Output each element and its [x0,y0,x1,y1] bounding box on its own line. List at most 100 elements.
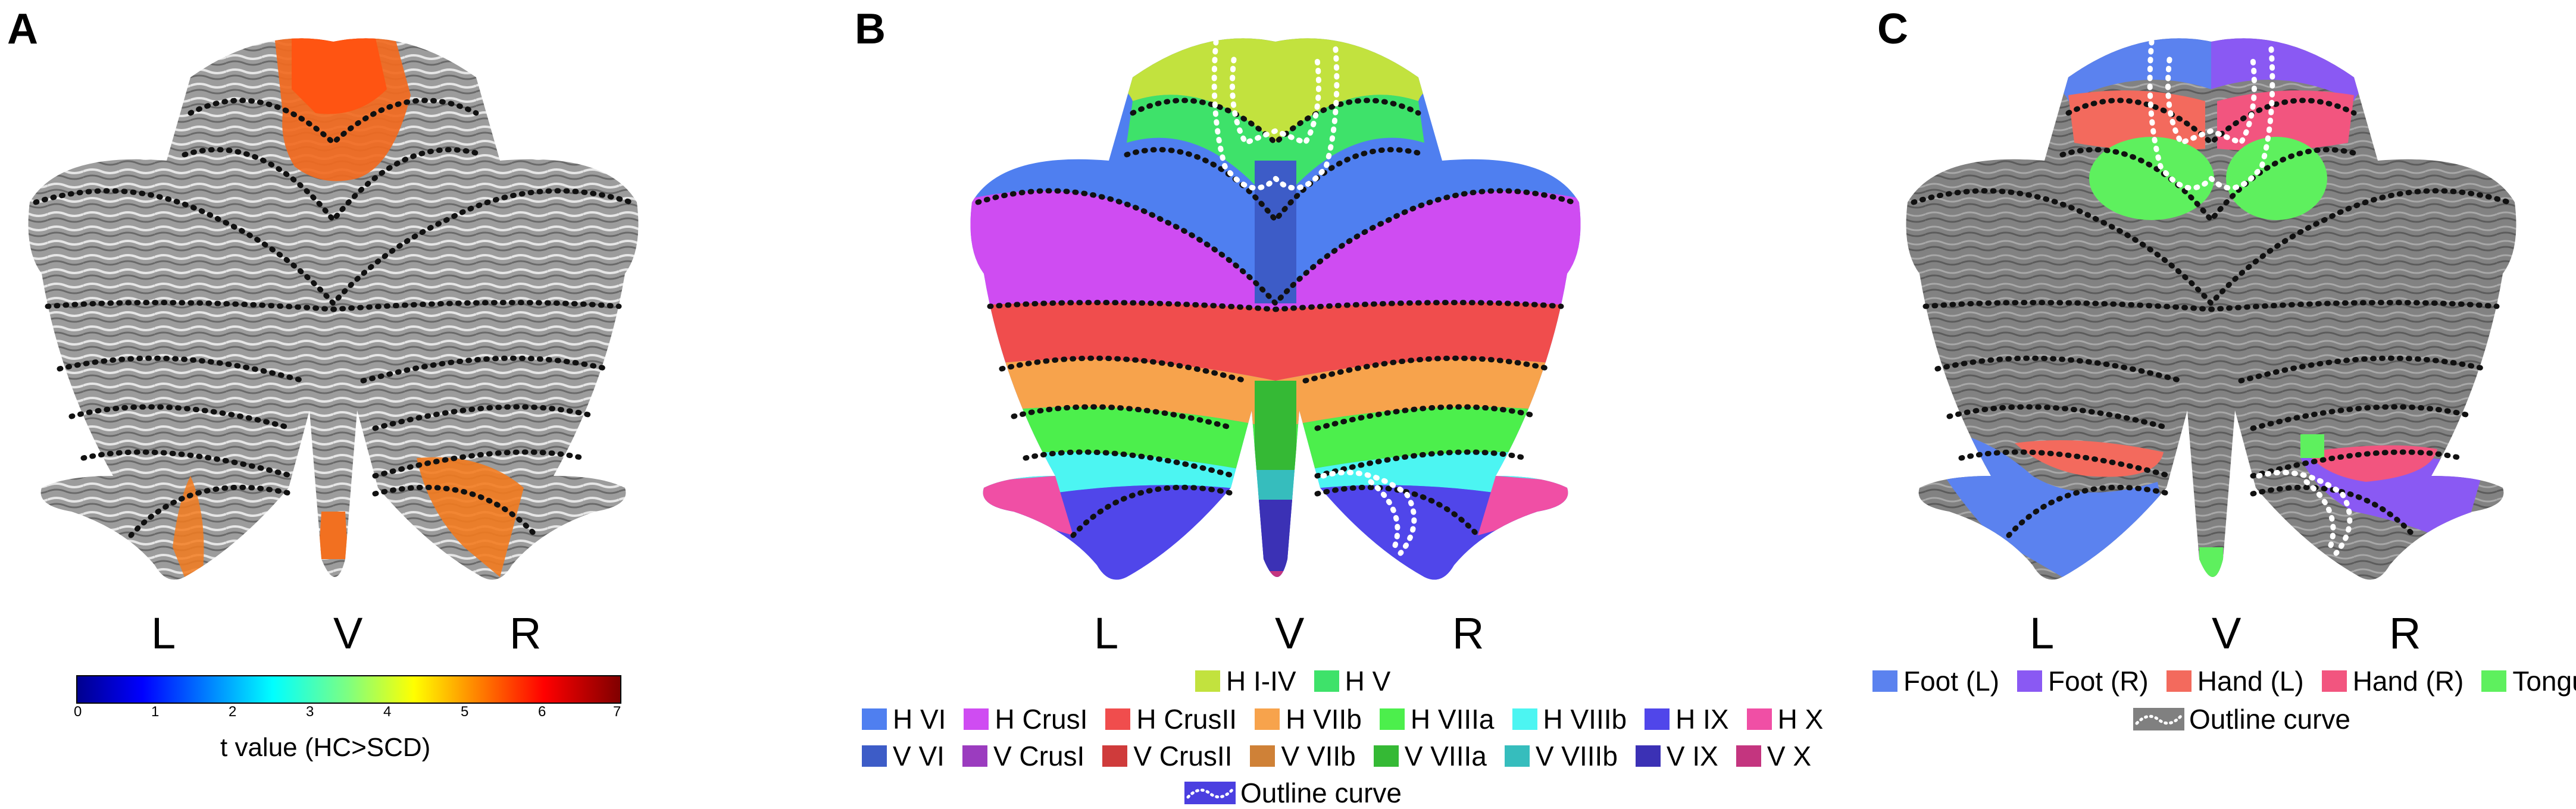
panel-b-flatmap [970,38,1581,580]
swatch-v-viib [1250,745,1276,767]
panel-a-letter: A [7,5,38,53]
panel-c-label-v: V [2212,609,2242,658]
colorbar-tick-6: 6 [538,704,546,720]
legend-label: V IX [1666,741,1718,772]
region-h-crusi [970,190,1581,309]
region-v-viiia [1255,381,1296,470]
legend-b-row2: H VI H CrusI H CrusII H VIIb H VIIIa H V… [862,703,1841,735]
region-h-i-iv [970,38,1581,143]
activation-vermis-core [292,38,387,114]
colorbar-tick-5: 5 [461,704,469,720]
region-foot-r-lower [2300,456,2485,547]
legend-item-h-v: H V [1314,665,1391,697]
legend-item-v-viib: V VIIb [1250,740,1356,772]
legend-label: V CrusII [1133,741,1233,772]
swatch-h-viiib [1512,708,1537,730]
colorbar-tick-0: 0 [74,704,82,720]
swatch-h-v [1314,670,1339,692]
legend-b-row3: V VI V CrusI V CrusII V VIIb V VIIIa V V… [862,740,1829,772]
legend-item-tongue: Tongue [2481,665,2576,697]
legend-item-h-crusi: H CrusI [964,703,1087,735]
legend-item-foot-l: Foot (L) [1872,665,1999,697]
legend-b-row1: H I-IV H V [1195,665,1408,697]
legend-label: V VIIIb [1535,741,1618,772]
legend-label: V X [1767,741,1812,772]
legend-label: V VIIb [1281,741,1356,772]
swatch-h-i-iv [1195,670,1220,692]
legend-item-v-viiia: V VIIIa [1373,740,1487,772]
panel-a-label-l: L [151,609,176,658]
swatch-v-viiia [1373,745,1399,767]
legend-item-h-viiib: H VIIIb [1512,703,1627,735]
colorbar-tick-2: 2 [229,704,237,720]
panel-a-label-r: R [509,609,542,658]
legend-label: Tongue [2512,666,2576,697]
swatch-h-viiia [1379,708,1405,730]
colorbar [76,675,621,704]
legend-item-v-ix: V IX [1635,740,1718,772]
swatch-foot-r [2017,670,2043,692]
legend-item-hand-l: Hand (L) [2166,665,2304,697]
region-h-x-right [1478,476,1573,535]
panel-b-letter: B [855,5,886,53]
swatch-h-crusi [964,708,989,730]
legend-label: H VIIb [1286,704,1362,735]
region-h-crusii [970,302,1581,381]
legend-item-h-vi: H VI [862,703,946,735]
legend-label: H I-IV [1226,666,1296,697]
legend-label: H CrusII [1136,704,1237,735]
swatch-v-crusii [1102,745,1128,767]
activation-left-lower [173,476,204,577]
swatch-hand-l [2166,670,2192,692]
region-v-vi [1255,161,1296,303]
activation-right-lower [417,457,524,577]
legend-label: H IX [1675,704,1729,735]
legend-item-h-crusii: H CrusII [1105,703,1237,735]
panel-c-flatmap [1906,38,2516,580]
legend-label: H X [1777,704,1824,735]
legend-label: H VIIIb [1543,704,1627,735]
legend-label: Hand (R) [2352,666,2464,697]
region-h-x-left [978,476,1073,535]
colorbar-title: t value (HC>SCD) [220,733,431,762]
legend-item-h-x: H X [1746,703,1824,735]
region-tongue-right [2226,137,2327,220]
legend-c-row1: Foot (L) Foot (R) Hand (L) Hand (R) Tong… [1872,665,2576,697]
region-v-viiib [1255,470,1296,500]
swatch-v-crusi [962,745,987,767]
activation-vermis-bottom [318,512,348,559]
legend-label: Foot (R) [2048,666,2149,697]
panel-c-letter: C [1877,5,1908,53]
legend-item-v-crusi: V CrusI [962,740,1084,772]
swatch-h-ix [1645,708,1670,730]
region-tongue-right-small [2300,434,2324,458]
region-tongue-vermis-bottom [2199,547,2223,580]
legend-label: H VI [893,704,946,735]
legend-label: V CrusI [993,741,1085,772]
swatch-v-viiib [1504,745,1530,767]
legend-item-foot-r: Foot (R) [2017,665,2149,697]
panel-b-label-v: V [1275,609,1305,658]
swatch-h-viib [1255,708,1280,730]
swatch-v-ix [1635,745,1661,767]
swatch-v-x [1736,745,1761,767]
outline-swatch-c [2133,708,2184,730]
panel-b-label-l: L [1094,609,1119,658]
panel-b-label-r: R [1452,609,1484,658]
colorbar-tick-7: 7 [613,704,621,720]
legend-c-outline: Outline curve [2133,703,2350,735]
panel-a-label-v: V [333,609,363,658]
legend-item-h-viib: H VIIb [1255,703,1362,735]
legend-b-outline-label: Outline curve [1240,777,1402,808]
legend-item-v-x: V X [1736,740,1811,772]
region-hand-l-lower [2015,440,2164,477]
legend-label: H CrusI [995,704,1088,735]
region-h-v [1127,95,1424,208]
region-tongue-left [2089,137,2214,220]
legend-label: H V [1345,666,1391,697]
legend-item-hand-r: Hand (R) [2321,665,2464,697]
legend-item-h-viiia: H VIIIa [1379,703,1495,735]
legend-label: V VI [893,741,945,772]
swatch-foot-l [1872,670,1897,692]
legend-label: Foot (L) [1903,666,2000,697]
